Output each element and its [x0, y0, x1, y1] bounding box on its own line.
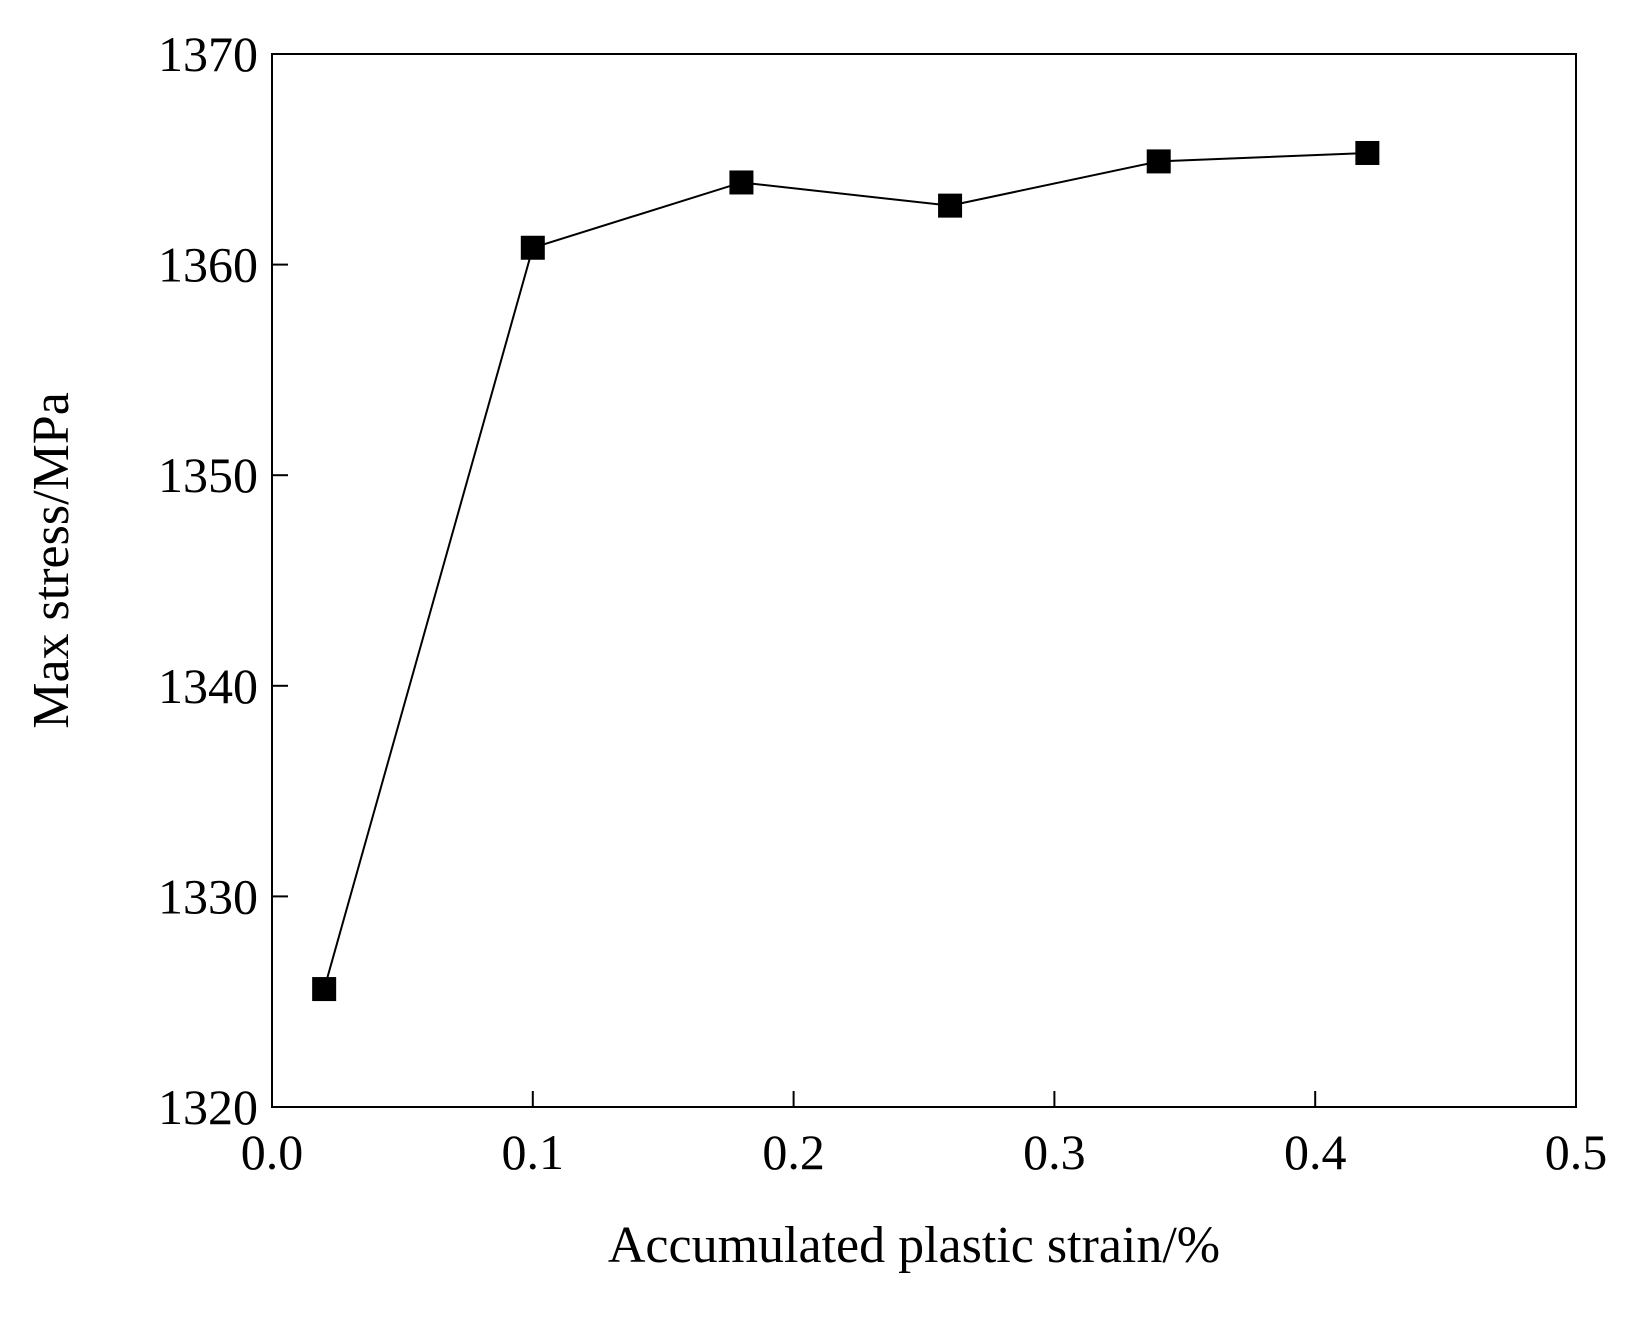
x-tick-label: 0.4 [1284, 1124, 1347, 1180]
x-axis-label: Accumulated plastic strain/% [608, 1217, 1220, 1274]
y-tick-label: 1340 [158, 658, 258, 714]
x-tick-label: 0.2 [762, 1124, 825, 1180]
plot-frame [271, 53, 1577, 1108]
y-tick-label: 1330 [158, 868, 258, 924]
data-point-marker [520, 235, 545, 260]
data-point-marker [1355, 140, 1380, 165]
ticks-layer: 0.0 0.1 0.2 0.3 0.4 0.5 1320 1330 1340 1350 1360 13… [158, 26, 1607, 1180]
x-tick-label: 0.5 [1545, 1124, 1608, 1180]
data-point-marker [938, 193, 963, 218]
x-tick-label: 0.3 [1023, 1124, 1086, 1180]
series-layer [312, 140, 1380, 1002]
y-tick-label: 1350 [158, 447, 258, 503]
y-axis-label: Max stress/MPa [23, 392, 80, 729]
y-tick-label: 1360 [158, 237, 258, 293]
data-point-marker [312, 977, 337, 1002]
y-tick-label: 1370 [158, 26, 258, 82]
data-point-marker [1146, 149, 1171, 174]
y-tick-label: 1320 [158, 1079, 258, 1135]
series-line [323, 151, 1368, 990]
x-tick-label: 0.0 [241, 1124, 304, 1180]
data-point-marker [729, 170, 754, 195]
x-tick-label: 0.1 [502, 1124, 565, 1180]
